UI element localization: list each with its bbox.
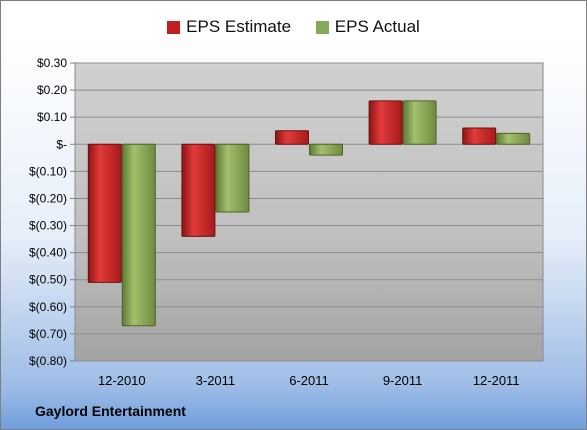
y-tick-label: $(0.10) bbox=[29, 164, 67, 178]
legend-label-estimate: EPS Estimate bbox=[186, 17, 292, 36]
y-tick-label: $(0.20) bbox=[29, 191, 67, 205]
legend-swatch-actual bbox=[315, 20, 329, 34]
bar-actual-9-2011 bbox=[402, 100, 437, 145]
y-tick-label: $(0.30) bbox=[29, 219, 67, 233]
x-axis-categories: 12-2010 3-2011 6-2011 9-2011 12-2011 bbox=[98, 373, 520, 388]
bar-actual-6-2011 bbox=[309, 143, 343, 156]
legend: EPS Estimate EPS Actual bbox=[1, 17, 586, 39]
bars bbox=[87, 100, 531, 327]
y-axis-ticks: $0.30 $0.20 $0.10 $- $(0.10) $(0.20) $(0.30) $(… bbox=[29, 56, 75, 368]
y-tick-label: $- bbox=[56, 137, 67, 151]
y-tick-label: $(0.60) bbox=[29, 300, 67, 314]
y-tick-label: $(0.70) bbox=[29, 327, 67, 341]
bar-estimate-12-2010 bbox=[87, 143, 122, 283]
x-category-label: 12-2010 bbox=[98, 373, 146, 388]
x-category-label: 3-2011 bbox=[196, 373, 236, 388]
y-tick-label: $(0.50) bbox=[29, 273, 67, 287]
y-tick-label: $0.10 bbox=[37, 110, 67, 124]
y-tick-label: $0.20 bbox=[37, 83, 67, 97]
company-name: Gaylord Entertainment bbox=[35, 403, 186, 419]
legend-swatch-estimate bbox=[167, 20, 181, 34]
bar-actual-12-2011 bbox=[496, 132, 531, 145]
x-category-label: 6-2011 bbox=[289, 373, 329, 388]
gridlines bbox=[75, 62, 543, 362]
y-tick-label: $(0.80) bbox=[29, 354, 67, 368]
bar-estimate-9-2011 bbox=[368, 100, 403, 145]
bar-estimate-3-2011 bbox=[181, 143, 216, 237]
legend-item-estimate: EPS Estimate bbox=[167, 17, 291, 37]
legend-item-actual: EPS Actual bbox=[315, 17, 420, 37]
y-tick-label: $(0.40) bbox=[29, 246, 67, 260]
bar-estimate-12-2011 bbox=[462, 127, 497, 145]
bar-actual-12-2010 bbox=[121, 143, 156, 327]
legend-label-actual: EPS Actual bbox=[334, 17, 420, 36]
x-category-label: 9-2011 bbox=[383, 373, 423, 388]
x-category-label: 12-2011 bbox=[473, 373, 520, 388]
bar-estimate-6-2011 bbox=[275, 130, 309, 145]
bar-actual-3-2011 bbox=[215, 143, 250, 213]
y-tick-label: $0.30 bbox=[37, 56, 67, 70]
